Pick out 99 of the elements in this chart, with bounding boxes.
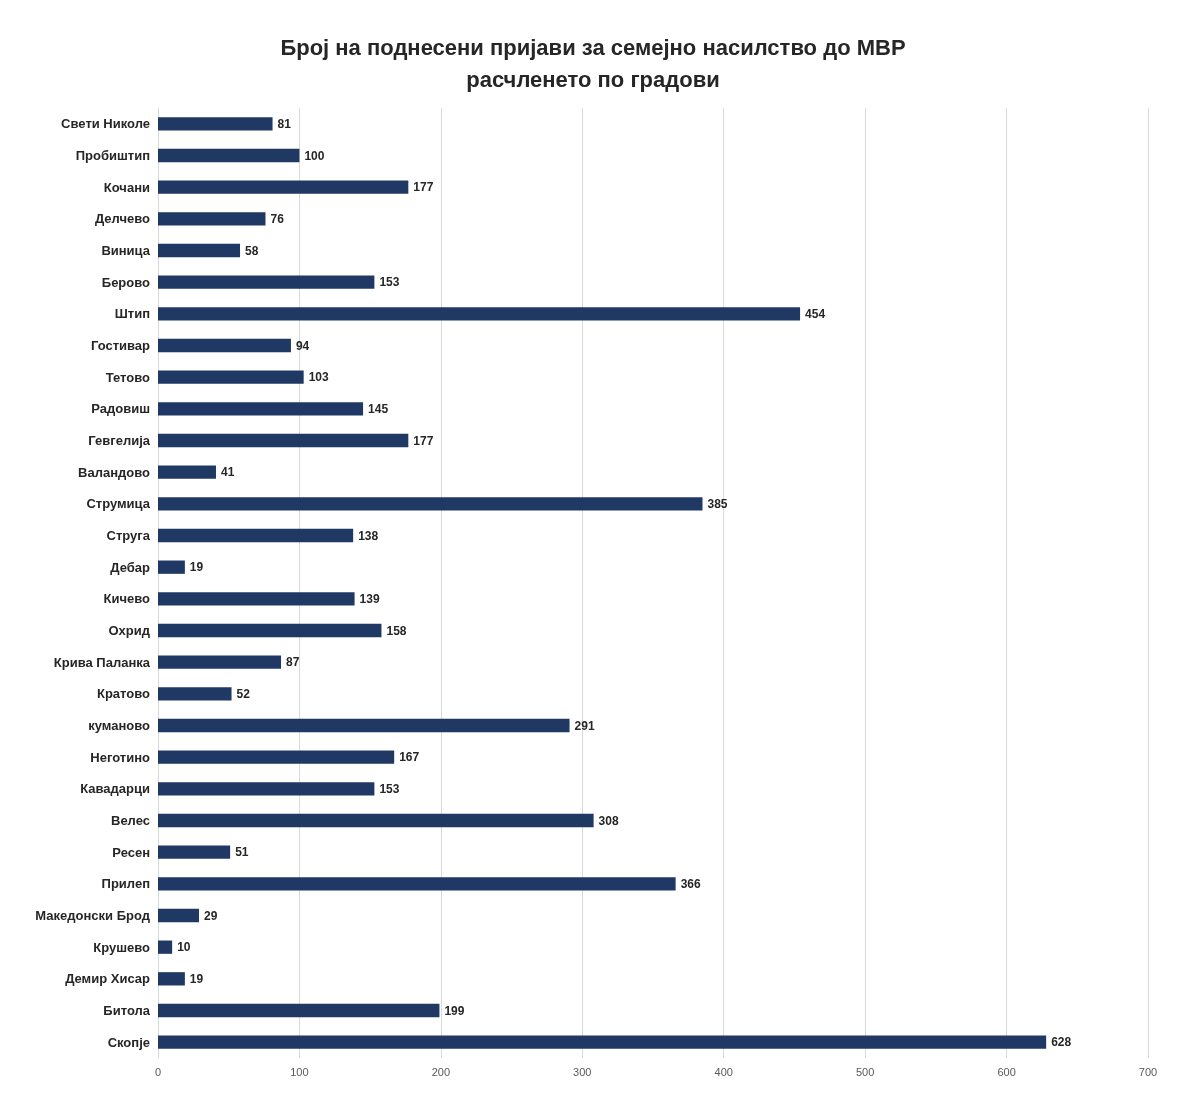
y-tick-label: Кочани [103,179,150,195]
y-tick-label: куманово [88,718,151,733]
bar [158,655,282,669]
y-tick-label: Дебар [110,559,151,575]
bar [158,972,185,986]
bar [158,782,375,796]
y-tick-label: Крива Паланка [53,654,151,670]
bar [158,370,304,384]
y-tick-label: Валандово [78,464,151,480]
data-label: 76 [270,211,285,226]
x-tick-label: 400 [714,1065,733,1078]
data-label: 29 [204,908,218,923]
bar [158,908,200,923]
y-tick-label: Крушево [93,939,151,955]
data-label: 291 [574,718,595,733]
bar [158,212,266,226]
bar [158,1035,1047,1049]
y-tick-label: Демир Хисар [65,971,151,987]
y-tick-label: Гевгелија [88,433,151,448]
y-tick-label: Охрид [108,623,151,638]
bar [158,148,300,163]
y-tick-label: Струмица [86,496,151,512]
y-tick-label: Гостивар [90,338,151,353]
y-tick-label: Тетово [105,369,151,385]
x-tick-label: 600 [997,1065,1016,1078]
y-tick-label: Битола [103,1003,151,1018]
y-tick-label: Пробиштип [75,148,150,163]
bar [158,243,241,258]
data-label: 138 [358,528,379,543]
y-tick-label: Радовиш [91,401,150,417]
data-label: 94 [295,338,310,353]
bar [158,940,173,954]
data-label: 87 [286,655,300,670]
data-label: 58 [245,243,259,258]
y-tick-label: Кавадарци [80,781,151,797]
bar [158,338,291,353]
y-tick-label: Штип [114,306,150,322]
x-tick-label: 200 [431,1065,451,1078]
bar [158,813,594,828]
x-tick-label: 700 [1138,1065,1158,1078]
bar [158,845,231,859]
bar [158,718,570,733]
bar [158,497,703,511]
y-tick-label: Ресен [112,844,150,860]
y-tick-label: Свети Николе [61,116,150,132]
data-label: 81 [277,116,292,131]
data-label: 177 [413,433,434,448]
data-label: 19 [189,971,204,986]
data-label: 52 [236,686,251,701]
data-label: 366 [680,876,701,891]
x-tick-label: 0 [154,1065,162,1078]
x-tick-label: 300 [573,1065,592,1078]
data-label: 385 [707,496,728,511]
y-tick-label: Струга [106,528,151,543]
bar [158,307,801,321]
chart-title: Број на поднесени пријави за семејно насилство до МВР расчленето по градови [280,34,906,92]
y-tick-label: Прилеп [101,876,150,892]
bar [158,592,355,606]
y-tick-label: Кратово [96,686,151,702]
data-label: 177 [413,180,434,195]
data-label: 10 [177,940,191,955]
bar [158,528,354,543]
y-tick-label: Берово [101,274,151,290]
data-label: 103 [308,370,330,385]
y-tick-label: Делчево [94,211,151,227]
data-label: 158 [386,623,407,638]
x-tick-label: 100 [290,1065,309,1078]
y-tick-label: Виница [101,243,151,258]
data-label: 19 [189,560,204,575]
bar [158,687,232,701]
y-tick-label: Велес [111,813,150,828]
bar [158,1003,440,1018]
data-label: 145 [368,401,389,416]
bar [158,433,409,448]
y-tick-label: Неготино [90,749,151,765]
data-label: 628 [1051,1035,1072,1050]
data-label: 100 [304,148,325,163]
x-tick-label: 500 [855,1065,875,1078]
data-label: 199 [444,1003,465,1018]
y-tick-label: Кичево [103,591,151,607]
bar [158,275,375,289]
y-tick-label: Скопје [107,1034,150,1050]
bar [158,117,273,131]
data-label: 454 [805,306,826,321]
data-label: 139 [359,591,380,606]
bar [158,180,409,194]
y-tick-label: Македонски Брод [35,908,151,923]
bar [158,560,185,574]
data-label: 51 [235,845,249,860]
data-label: 153 [379,781,400,796]
data-label: 153 [379,275,400,290]
bar [158,465,216,479]
data-label: 308 [598,813,619,828]
bar [158,623,382,638]
bar [158,402,364,416]
data-label: 41 [220,465,235,480]
bar [158,750,395,764]
data-label: 167 [399,750,420,765]
bar [158,877,676,891]
